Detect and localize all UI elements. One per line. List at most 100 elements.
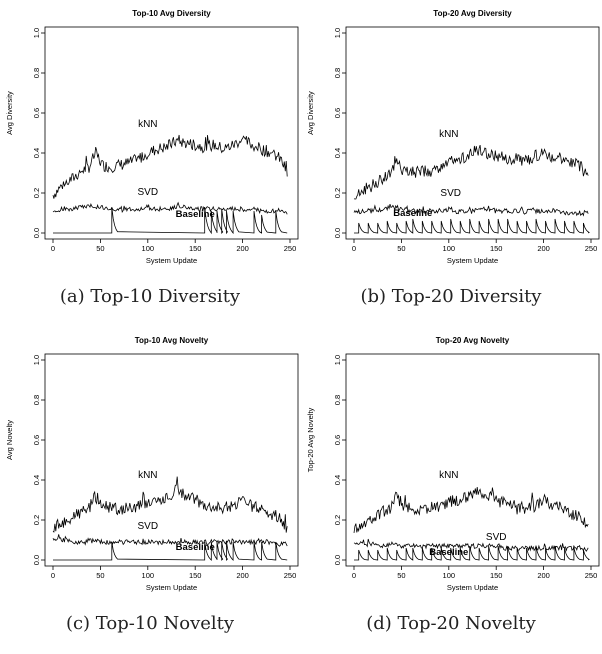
chart-b: Top-20 Avg Diversity 0.0 0.2 0.4 0.6 0.8 1.0 0 5…: [306, 9, 600, 265]
caption-c: (c) Top-10 Novelty: [65, 613, 235, 634]
y-axis-label: Avg Diversity: [306, 91, 315, 135]
x-tick-label: 150: [189, 571, 202, 580]
caption-d: (d) Top-20 Novelty: [366, 613, 536, 634]
chart-panel-b: Top-20 Avg Diversity 0.0 0.2 0.4 0.6 0.8 1.0 0 5…: [301, 0, 601, 327]
y-tick-label: 0.6: [333, 108, 342, 118]
y-tick-label: 0.8: [333, 68, 342, 78]
series-line-svd: [353, 538, 589, 552]
x-tick-label: 150: [189, 244, 202, 253]
y-tick-label: 0.0: [32, 555, 41, 565]
x-tick-label: 50: [96, 244, 104, 253]
x-tick-label: 50: [397, 571, 405, 580]
x-tick-label: 100: [443, 571, 456, 580]
y-tick-label: 0.8: [32, 68, 41, 78]
plot-frame: [44, 353, 299, 567]
series-label-svd: SVD: [138, 187, 159, 198]
series-line-svd: [52, 201, 288, 215]
series-label-svd: SVD: [138, 521, 159, 532]
x-tick-label: 100: [142, 571, 155, 580]
chart-title: Top-20 Avg Novelty: [436, 336, 510, 345]
x-tick-label: 100: [443, 244, 456, 253]
chart-d: Top-20 Avg Novelty 0.0 0.2 0.4 0.6 0.8 1.0 0 50 1…: [306, 336, 600, 592]
y-tick-label: 1.0: [333, 355, 342, 365]
x-tick-label: 0: [352, 244, 356, 253]
y-tick-label: 0.0: [333, 555, 342, 565]
y-tick-label: 0.2: [32, 515, 41, 525]
x-tick-label: 250: [585, 244, 598, 253]
series-label-svd: SVD: [440, 188, 461, 199]
series-line-svd: [52, 534, 288, 547]
y-tick-label: 0.4: [333, 148, 342, 158]
x-tick-label: 0: [51, 571, 55, 580]
x-tick-label: 200: [537, 571, 550, 580]
chart-panel-d: Top-20 Avg Novelty 0.0 0.2 0.4 0.6 0.8 1.0 0 50 1…: [301, 327, 601, 654]
y-tick-label: 0.2: [32, 188, 41, 198]
series-line-knn: [52, 134, 288, 199]
y-tick-label: 1.0: [32, 355, 41, 365]
series-line-baseline: [354, 218, 590, 234]
series-label-baseline: Baseline: [393, 208, 432, 219]
x-tick-label: 200: [537, 244, 550, 253]
x-tick-label: 250: [585, 571, 598, 580]
y-tick-label: 0.2: [333, 188, 342, 198]
x-axis-label: System Update: [447, 256, 498, 265]
y-tick-label: 0.6: [32, 108, 41, 118]
series-line-svd: [353, 203, 589, 217]
chart-title: Top-10 Avg Diversity: [132, 9, 211, 18]
series-label-knn: kNN: [138, 119, 157, 130]
caption-a: (a) Top-10 Diversity: [59, 286, 241, 307]
y-tick-label: 1.0: [32, 28, 41, 38]
x-tick-label: 250: [284, 571, 297, 580]
y-tick-label: 0.6: [32, 435, 41, 445]
x-axis-label: System Update: [447, 583, 498, 592]
y-tick-label: 0.8: [32, 395, 41, 405]
y-tick-label: 0.0: [32, 228, 41, 238]
series-label-knn: kNN: [439, 470, 458, 481]
plot-frame: [345, 353, 600, 567]
x-tick-label: 50: [96, 571, 104, 580]
x-tick-label: 150: [490, 244, 503, 253]
y-axis-label: Avg Novelty: [5, 420, 14, 460]
series-line-baseline: [53, 206, 288, 235]
chart-title: Top-10 Avg Novelty: [135, 336, 209, 345]
series-label-baseline: Baseline: [176, 542, 215, 553]
y-tick-label: 0.2: [333, 515, 342, 525]
caption-b: (b) Top-20 Diversity: [360, 286, 542, 307]
x-tick-label: 0: [352, 571, 356, 580]
y-tick-label: 0.4: [32, 148, 41, 158]
chart-panel-a: Top-10 Avg Diversity 0.0 0.2 0.4 0.6 0.8 1.0 0 5…: [0, 0, 300, 327]
x-tick-label: 0: [51, 244, 55, 253]
series-label-baseline: Baseline: [429, 547, 468, 558]
series-line-knn: [353, 144, 589, 200]
x-tick-label: 50: [397, 244, 405, 253]
y-tick-label: 0.4: [32, 475, 41, 485]
series-line-baseline: [53, 541, 288, 561]
plot-frame: [345, 26, 600, 240]
x-tick-label: 200: [236, 244, 249, 253]
y-tick-label: 0.6: [333, 435, 342, 445]
series-label-knn: kNN: [138, 470, 157, 481]
series-label-svd: SVD: [486, 532, 507, 543]
series-line-baseline: [354, 545, 590, 561]
chart-title: Top-20 Avg Diversity: [433, 9, 512, 18]
x-axis-label: System Update: [146, 256, 197, 265]
series-line-knn: [353, 486, 589, 533]
series-line-knn: [52, 476, 288, 533]
x-tick-label: 250: [284, 244, 297, 253]
y-tick-label: 1.0: [333, 28, 342, 38]
series-label-baseline: Baseline: [176, 209, 215, 220]
series-label-knn: kNN: [439, 129, 458, 140]
chart-a: Top-10 Avg Diversity 0.0 0.2 0.4 0.6 0.8 1.0 0 5…: [5, 9, 299, 265]
y-tick-label: 0.8: [333, 395, 342, 405]
y-axis-label: Top-20 Avg Novelty: [306, 408, 315, 473]
y-tick-label: 0.4: [333, 475, 342, 485]
plot-frame: [44, 26, 299, 240]
x-axis-label: System Update: [146, 583, 197, 592]
x-tick-label: 200: [236, 571, 249, 580]
x-tick-label: 100: [142, 244, 155, 253]
chart-panel-c: Top-10 Avg Novelty 0.0 0.2 0.4 0.6 0.8 1.0 0 50 1…: [0, 327, 300, 654]
chart-c: Top-10 Avg Novelty 0.0 0.2 0.4 0.6 0.8 1.0 0 50 1…: [5, 336, 299, 592]
y-tick-label: 0.0: [333, 228, 342, 238]
x-tick-label: 150: [490, 571, 503, 580]
y-axis-label: Avg Diversity: [5, 91, 14, 135]
